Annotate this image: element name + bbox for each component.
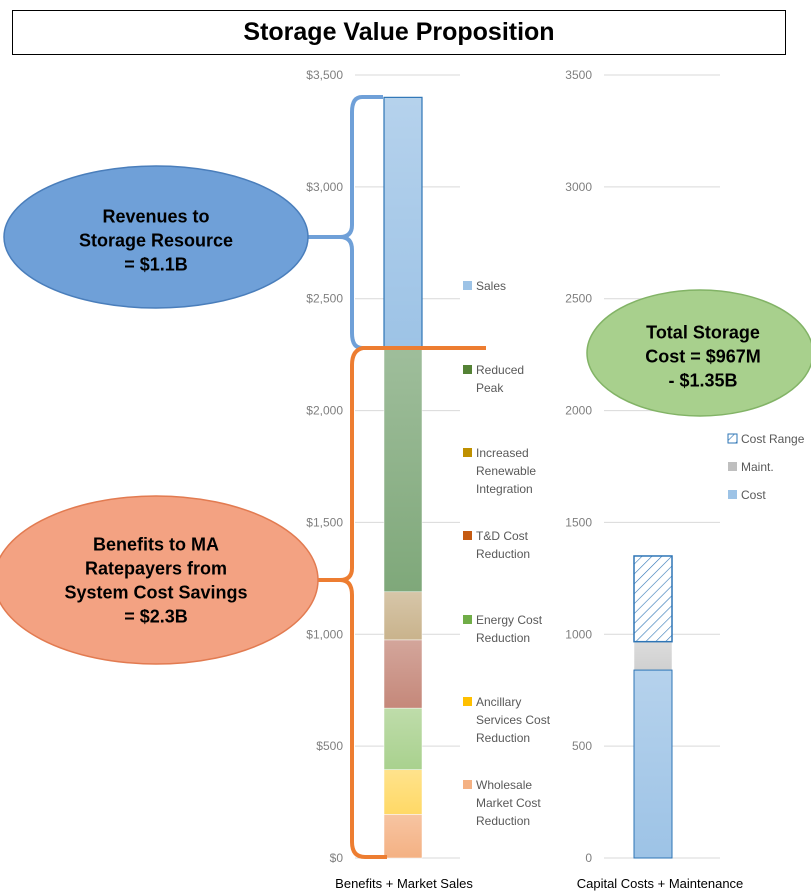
callout-line: Benefits to MA (93, 534, 219, 554)
bar-segment-shade (384, 769, 422, 815)
bar-segment-shade (384, 639, 422, 709)
right-y-tick-label: 1000 (565, 627, 592, 641)
chart-title: Storage Value Proposition (12, 10, 786, 55)
cost-legend: Cost Range Maint. Cost (727, 432, 805, 502)
legend-swatch-t-d-cost-reduction (463, 531, 472, 540)
bar-segment-shade (384, 591, 422, 640)
legend-label: Energy Cost (476, 613, 543, 627)
bar-segment-shade (634, 641, 672, 671)
right-y-tick-label: 500 (572, 739, 592, 753)
benefits-callout (0, 495, 319, 665)
revenues-bracket (306, 95, 383, 350)
legend-label: Integration (476, 482, 533, 496)
legend-label: Market Cost (476, 796, 541, 810)
total-cost-callout (586, 289, 811, 417)
left-y-tick-label: $2,500 (306, 292, 343, 306)
legend-swatch-cost (728, 490, 737, 499)
bar-segment-shade (384, 814, 422, 858)
right-y-tick-label: 3500 (565, 68, 592, 82)
legend-swatch-increased-renewable-integration (463, 448, 472, 457)
legend-label: Cost Range (741, 432, 805, 446)
right-y-tick-label: 3000 (565, 180, 592, 194)
legend-swatch-reduced-peak (463, 365, 472, 374)
legend-swatch-maint (728, 462, 737, 471)
cost-outline (633, 669, 673, 859)
left-y-tick-label: $1,500 (306, 515, 343, 529)
bar-segment-cost-range (633, 555, 673, 643)
bar-segment-shade (634, 670, 672, 858)
callout-line: = $2.3B (124, 606, 188, 626)
benefits-bracket (318, 346, 486, 859)
legend-label: Sales (476, 279, 506, 293)
legend-label: Services Cost (476, 713, 551, 727)
legend-swatch-sales (463, 281, 472, 290)
callout-line: Total Storage (646, 322, 760, 342)
cost-stacked-bar (633, 555, 673, 859)
legend-label: Reduction (476, 731, 530, 745)
legend-label: T&D Cost (476, 529, 529, 543)
left-y-tick-label: $2,000 (306, 404, 343, 418)
benefits-callout-text: Benefits to MA Ratepayers from System Cost… (64, 534, 247, 626)
legend-label: Wholesale (476, 778, 532, 792)
legend-label: Reduction (476, 547, 530, 561)
right-y-tick-label: 2500 (565, 292, 592, 306)
benefits-legend: Sales Reduced Peak Increased Renewable Integr… (463, 279, 551, 828)
left-y-tick-label: $3,500 (306, 68, 343, 82)
right-y-tick-label: 2000 (565, 404, 592, 418)
legend-label: Ancillary (476, 695, 521, 709)
left-y-tick-label: $3,000 (306, 180, 343, 194)
benefits-stacked-bar (383, 96, 423, 859)
legend-label: Reduction (476, 814, 530, 828)
legend-label: Increased (476, 446, 529, 460)
right-y-tick-label: 1500 (565, 515, 592, 529)
left-y-tick-label: $500 (316, 739, 343, 753)
left-y-tick-label: $0 (330, 851, 344, 865)
tick-labels: $0 $500 $1,000 $1,500 $2,000 $2,500 $3,000 $3,5… (306, 68, 592, 865)
legend-label: Cost (741, 488, 766, 502)
callout-line: - $1.35B (668, 370, 737, 390)
bar-segment-shade (384, 346, 422, 592)
callout-line: Cost = $967M (645, 346, 761, 366)
legend-label: Reduced (476, 363, 524, 377)
callout-line: Revenues to (102, 206, 209, 226)
x-label-costs: Capital Costs + Maintenance (577, 876, 744, 891)
bar-segment-shade (384, 97, 422, 347)
total-cost-callout-text: Total Storage Cost = $967M - $1.35B (645, 322, 761, 390)
legend-swatch-wholesale-market-cost-reduction (463, 780, 472, 789)
legend-label: Peak (476, 381, 504, 395)
legend-label: Reduction (476, 631, 530, 645)
callout-line: Ratepayers from (85, 558, 227, 578)
revenues-callout-text: Revenues to Storage Resource = $1.1B (79, 206, 233, 274)
legend-label: Maint. (741, 460, 774, 474)
callout-line: System Cost Savings (64, 582, 247, 602)
x-label-benefits: Benefits + Market Sales (335, 876, 473, 891)
legend-label: Renewable (476, 464, 536, 478)
legend-swatch-energy-cost-reduction (463, 615, 472, 624)
legend-swatch-cost-range (727, 433, 738, 444)
callout-line: Storage Resource (79, 230, 233, 250)
bar-segment-shade (384, 708, 422, 770)
callout-line: = $1.1B (124, 254, 188, 274)
right-y-tick-label: 0 (585, 851, 592, 865)
legend-swatch-ancillary-services-cost-reduction (463, 697, 472, 706)
left-y-tick-label: $1,000 (306, 627, 343, 641)
revenues-callout (3, 165, 309, 309)
